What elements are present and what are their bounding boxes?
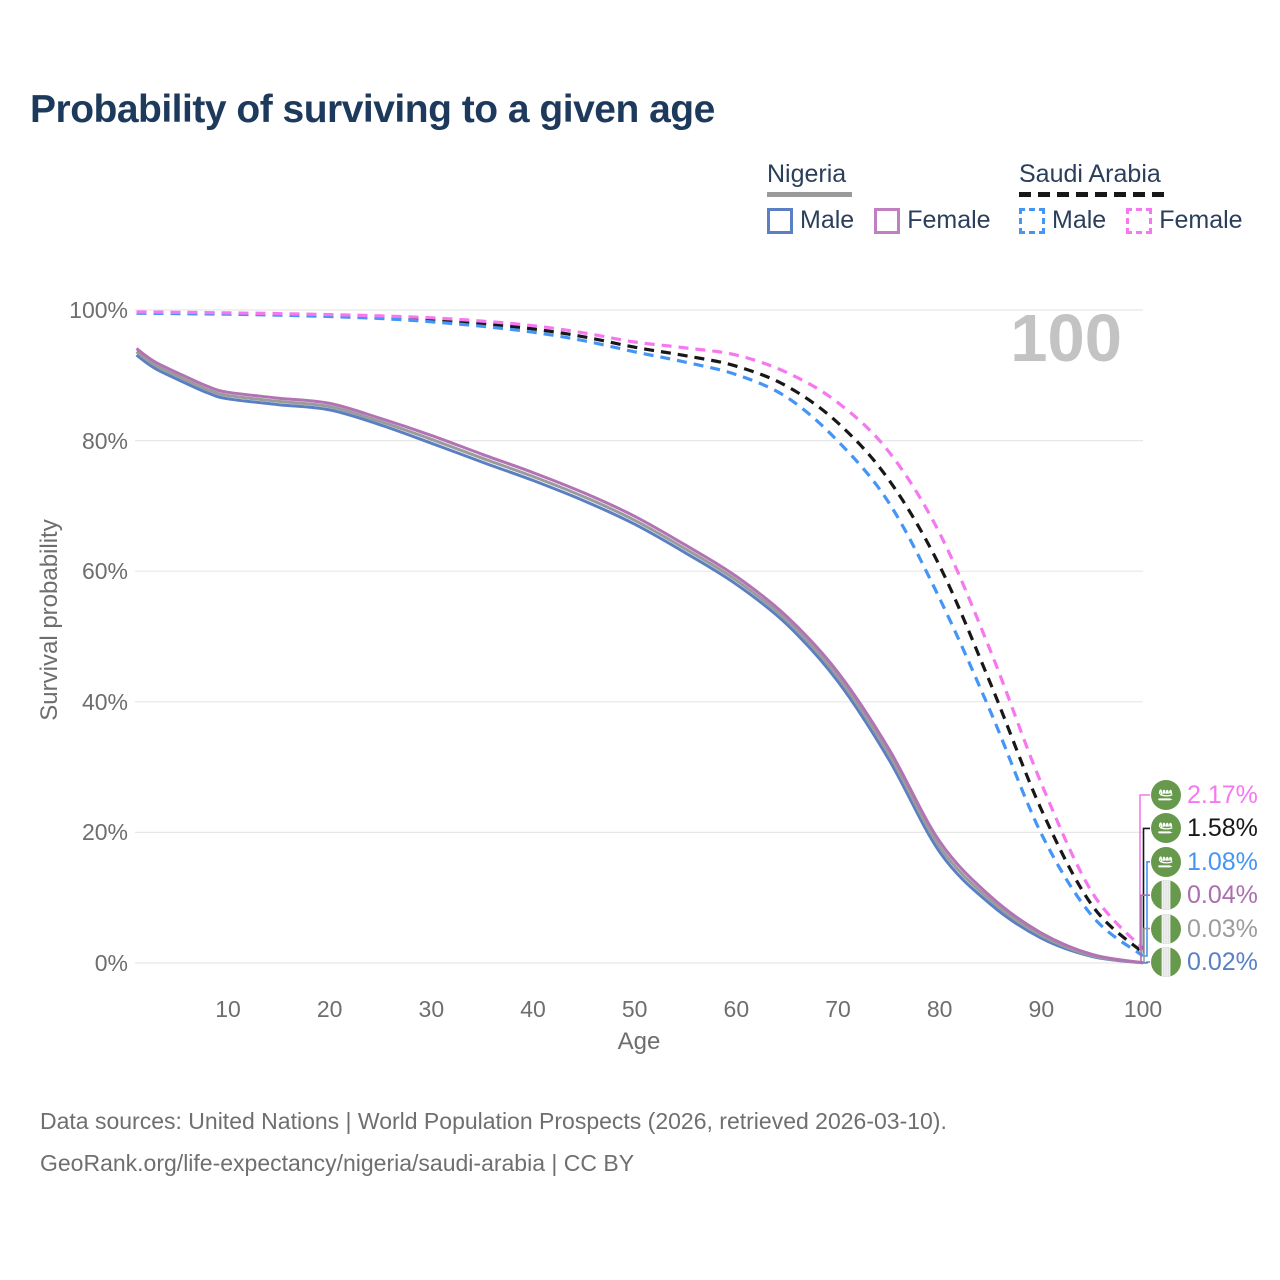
end-label-nigeria-male: 0.02% <box>1151 947 1258 977</box>
legend-item-label: Male <box>1052 206 1107 234</box>
end-label-value: 0.03% <box>1187 914 1258 943</box>
footer: Data sources: United Nations | World Pop… <box>40 1100 947 1184</box>
legend-items: Male Female <box>767 206 991 235</box>
x-tick-label-10: 10 <box>215 996 241 1022</box>
end-label-leader-line <box>1143 861 1150 957</box>
y-tick-label-100: 100% <box>69 297 128 323</box>
legend-group-label: Nigeria <box>767 160 847 188</box>
series-line-saudi-arabia-both-sexes[interactable] <box>136 311 1145 954</box>
end-label-value: 2.17% <box>1187 781 1258 809</box>
dashed-line-swatch-icon <box>1126 207 1153 234</box>
x-tick-label-50: 50 <box>621 996 648 1022</box>
legend-group-label: Saudi Arabia <box>1019 160 1161 188</box>
x-tick-label-70: 70 <box>825 996 851 1022</box>
legend-items: Male Female <box>1019 206 1243 235</box>
y-tick-label-80: 80% <box>81 427 128 454</box>
end-label-saudi-arabia-both-sexes: 1.58% <box>1151 813 1258 844</box>
legend-item-nigeria-female[interactable]: Female <box>874 206 991 235</box>
legend-group-saudi-arabia: Saudi Arabia Male Female <box>1019 160 1243 235</box>
saudi-arabia-flag-icon <box>1151 780 1181 810</box>
legend-item-saudi-arabia-male[interactable]: Male <box>1019 206 1106 235</box>
y-tick-label-60: 60% <box>81 558 128 585</box>
nigeria-flag-icon <box>1151 913 1181 944</box>
y-tick-label-20: 20% <box>81 819 128 846</box>
legend-group-underline-solid <box>767 192 852 197</box>
nigeria-flag-icon <box>1151 947 1181 977</box>
legend-item-label: Female <box>907 206 991 234</box>
end-label-value: 1.08% <box>1187 847 1258 876</box>
end-label-nigeria-both-sexes: 0.03% <box>1151 913 1258 944</box>
y-tick-label-0: 0% <box>94 950 128 976</box>
series-line-nigeria-female[interactable] <box>135 347 1144 965</box>
end-label-leader-line <box>1140 894 1150 964</box>
x-tick-label-60: 60 <box>723 996 750 1022</box>
x-tick-label-90: 90 <box>1028 996 1055 1022</box>
x-tick-label-80: 80 <box>926 996 953 1022</box>
legend-item-label: Female <box>1159 206 1243 234</box>
watermark-age-100: 100 <box>1010 301 1122 376</box>
end-label-value: 0.04% <box>1187 881 1258 910</box>
x-tick-label-100: 100 <box>1123 996 1163 1022</box>
solid-line-swatch-icon <box>767 207 793 234</box>
dashed-line-swatch-icon <box>1019 207 1045 234</box>
series-line-saudi-arabia-female[interactable] <box>136 310 1145 950</box>
series-line-nigeria-male[interactable] <box>135 353 1144 965</box>
end-label-value: 0.02% <box>1187 948 1258 976</box>
end-label-value: 1.58% <box>1187 814 1258 843</box>
footer-attribution-link: GeoRank.org/life-expectancy/nigeria/saud… <box>40 1150 635 1176</box>
footer-data-sources: Data sources: United Nations | World Pop… <box>40 1108 947 1134</box>
end-label-leader-line <box>1143 961 1150 964</box>
x-tick-label-20: 20 <box>316 996 343 1022</box>
legend-item-saudi-arabia-female[interactable]: Female <box>1126 206 1243 235</box>
legend-item-nigeria-male[interactable]: Male <box>767 206 854 235</box>
legend-item-label: Male <box>800 206 855 234</box>
series-line-saudi-arabia-male[interactable] <box>136 311 1144 958</box>
saudi-arabia-flag-icon <box>1151 846 1181 877</box>
end-label-nigeria-female: 0.04% <box>1151 880 1258 911</box>
y-tick-label-40: 40% <box>81 688 128 715</box>
end-label-saudi-arabia-male: 1.08% <box>1151 846 1258 877</box>
legend-group-underline-dashed <box>1019 192 1165 197</box>
end-label-saudi-arabia-female: 2.17% <box>1151 780 1258 810</box>
solid-line-swatch-icon <box>874 207 901 234</box>
x-tick-label-40: 40 <box>520 996 546 1022</box>
legend-group-nigeria: Nigeria Male Female <box>767 160 991 235</box>
page-title: Probability of surviving to a given age <box>30 88 715 131</box>
series-line-nigeria-both-sexes[interactable] <box>135 350 1144 965</box>
x-axis-title: Age <box>617 1028 661 1055</box>
x-tick-label-30: 30 <box>418 996 445 1022</box>
nigeria-flag-icon <box>1151 880 1181 911</box>
saudi-arabia-flag-icon <box>1151 813 1181 844</box>
